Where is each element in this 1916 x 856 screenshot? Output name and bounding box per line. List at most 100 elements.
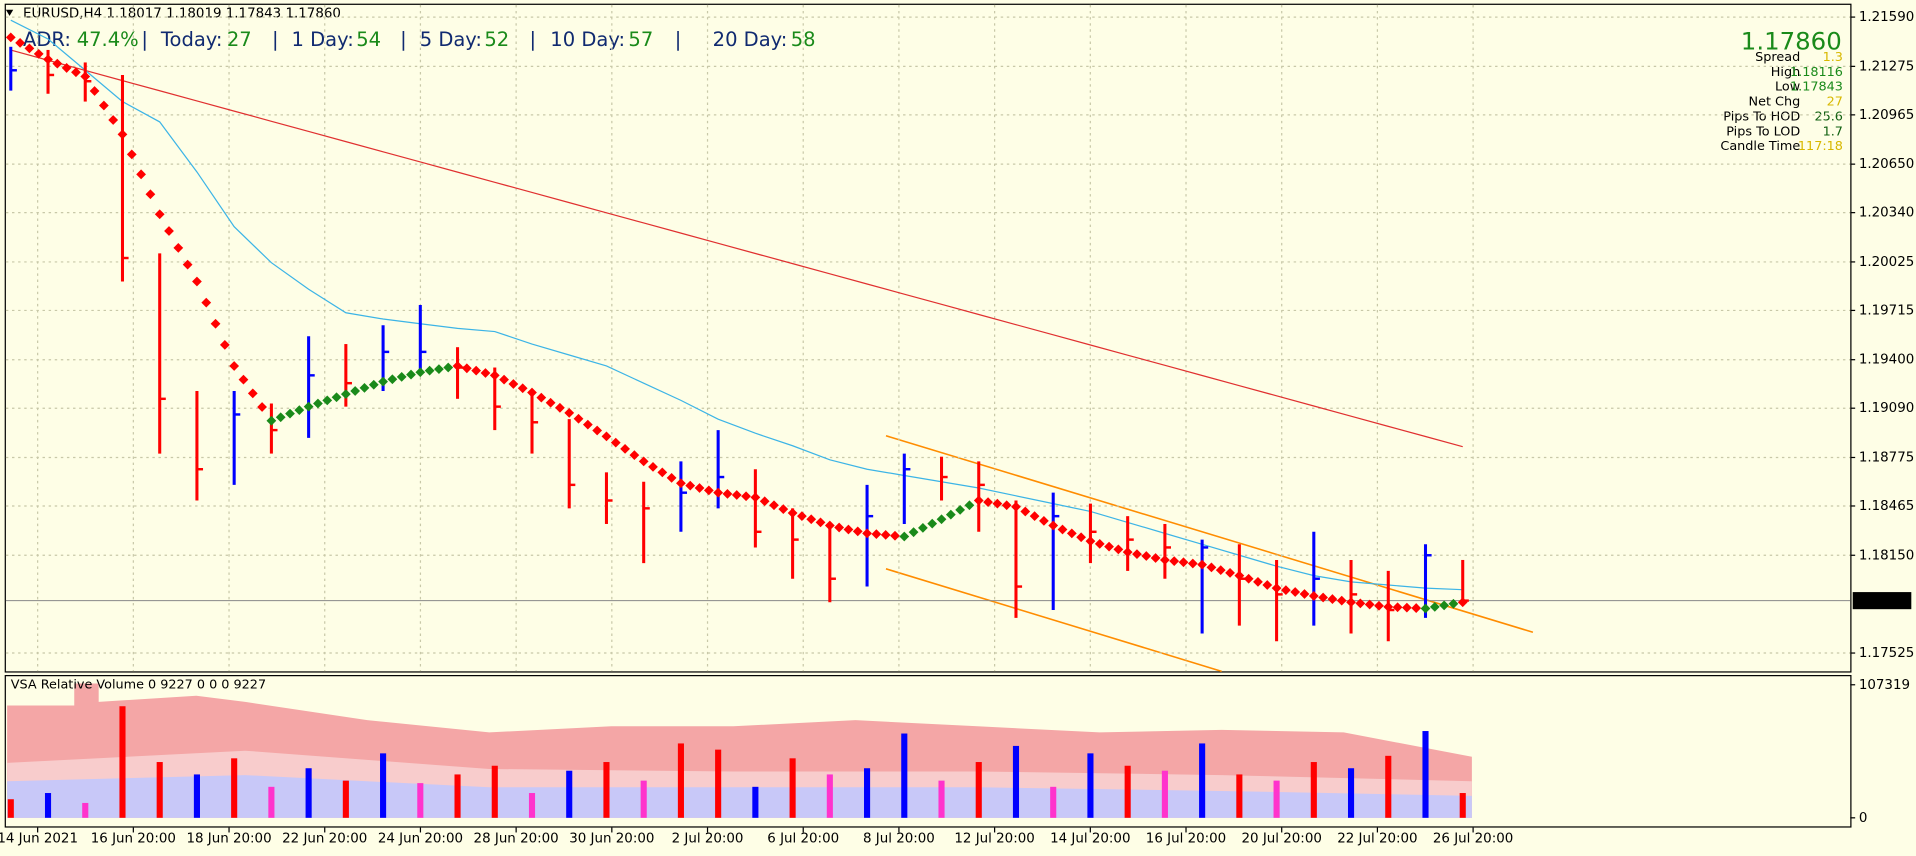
moving-average	[10, 19, 1463, 591]
trend-marker	[1234, 570, 1245, 581]
x-tick-label: 12 Jul 20:00	[954, 832, 1034, 847]
volume-band	[7, 775, 1472, 818]
trend-marker	[508, 379, 519, 389]
volume-bar	[119, 706, 126, 818]
trend-marker	[1392, 602, 1403, 613]
trend-marker	[806, 514, 817, 525]
collapse-icon[interactable]	[5, 9, 14, 16]
adr-value: 27	[227, 28, 252, 51]
adr-panel: ADR: 47.4% | Today: 27 | 1 Day: 54 | 5 Day: 52 | 10 …	[23, 28, 816, 51]
volume-bar	[826, 774, 833, 818]
info-price: 1.17860	[1741, 27, 1842, 56]
info-value: 1.17843	[1790, 80, 1843, 95]
trend-marker	[871, 529, 882, 540]
trend-marker	[601, 431, 612, 442]
trend-marker	[359, 382, 370, 393]
adr-label: 1 Day:	[292, 28, 354, 51]
x-tick-label: 28 Jun 20:00	[474, 832, 559, 847]
trend-marker	[1076, 532, 1087, 543]
y-tick-label: 1.21590	[1859, 10, 1914, 25]
trend-marker	[890, 530, 900, 541]
x-tick-label: 16 Jun 20:00	[91, 832, 176, 847]
symbol-header: EURUSD,H4 1.18017 1.18019 1.17843 1.1786…	[23, 6, 341, 21]
y-tick-label: 1.20965	[1859, 108, 1914, 123]
y-tick-label: 1.18465	[1859, 499, 1914, 514]
trend-marker	[592, 425, 603, 436]
adr-value: 58	[791, 28, 816, 51]
info-label: Pips To HOD	[1723, 109, 1800, 124]
volume-bar	[1273, 780, 1280, 818]
trend-marker	[517, 383, 528, 394]
trend-marker	[964, 500, 975, 511]
current-price-label: 1.17860	[1856, 594, 1911, 609]
adr-separator: |	[400, 28, 407, 51]
trend-marker	[582, 419, 593, 430]
trend-marker	[750, 492, 761, 503]
trend-marker	[899, 531, 910, 542]
trend-marker	[769, 500, 779, 511]
x-tick-label: 20 Jul 20:00	[1242, 832, 1322, 847]
info-value: 1.18116	[1790, 65, 1843, 80]
trend-marker	[1383, 602, 1394, 612]
trend-marker	[331, 392, 342, 403]
info-value: 117:18	[1798, 139, 1843, 154]
trend-marker	[117, 129, 128, 140]
trend-marker	[1020, 506, 1031, 517]
info-value: 27	[1827, 95, 1843, 110]
trend-marker	[1169, 556, 1180, 567]
info-label: Spread	[1755, 50, 1800, 65]
y-tick-label: 1.18150	[1859, 548, 1914, 563]
adr-label: Today:	[160, 28, 223, 51]
x-tick-label: 14 Jun 2021	[0, 832, 78, 847]
info-label: Low	[1775, 80, 1800, 95]
trend-marker	[1122, 547, 1133, 558]
x-tick-label: 14 Jul 20:00	[1050, 832, 1130, 847]
trend-marker	[108, 115, 119, 125]
y-tick-label: 1.19715	[1859, 303, 1914, 318]
volume-bar	[1050, 786, 1057, 818]
trend-marker	[1420, 603, 1431, 614]
trend-marker	[536, 392, 547, 403]
volume-bar	[268, 786, 275, 818]
volume-bar	[1385, 755, 1392, 818]
trend-marker	[759, 496, 770, 507]
trend-marker	[173, 242, 184, 253]
adr-separator: |	[530, 28, 537, 51]
x-tick-label: 2 Jul 20:00	[672, 832, 744, 847]
volume-bar	[566, 770, 573, 818]
volume-bar	[7, 799, 14, 818]
trend-marker	[657, 467, 668, 478]
trend-marker	[145, 189, 156, 200]
trend-marker	[918, 523, 928, 533]
adr-label: 20 Day:	[713, 28, 788, 51]
volume-bar	[1087, 753, 1094, 818]
trend-marker	[350, 386, 361, 396]
trend-marker	[1308, 591, 1319, 601]
volume-bar	[1459, 793, 1466, 818]
trend-marker	[98, 100, 109, 111]
x-tick-label: 26 Jul 20:00	[1433, 832, 1513, 847]
trend-marker	[1039, 515, 1049, 526]
trend-marker	[89, 86, 100, 96]
volume-bar	[1124, 765, 1131, 818]
trend-marker	[1318, 592, 1329, 603]
volume-bar	[156, 762, 163, 818]
volume-bar	[603, 762, 610, 818]
trend-marker	[1057, 524, 1068, 535]
volume-bar	[82, 802, 89, 818]
volume-title: VSA Relative Volume 0 9227 0 0 0 9227	[11, 677, 266, 692]
trend-marker	[15, 38, 25, 48]
trend-marker	[396, 372, 407, 382]
volume-bar	[380, 753, 387, 818]
adr-separator: |	[272, 28, 279, 51]
trend-marker	[1132, 549, 1142, 559]
info-label: Candle Time	[1720, 139, 1800, 154]
trend-marker	[71, 67, 81, 78]
trend-marker	[257, 402, 267, 412]
adr-value: 54	[356, 28, 381, 51]
trend-marker	[908, 527, 919, 538]
trend-marker	[1066, 528, 1077, 539]
volume-panel-frame	[4, 675, 1852, 828]
trend-marker	[638, 456, 649, 467]
